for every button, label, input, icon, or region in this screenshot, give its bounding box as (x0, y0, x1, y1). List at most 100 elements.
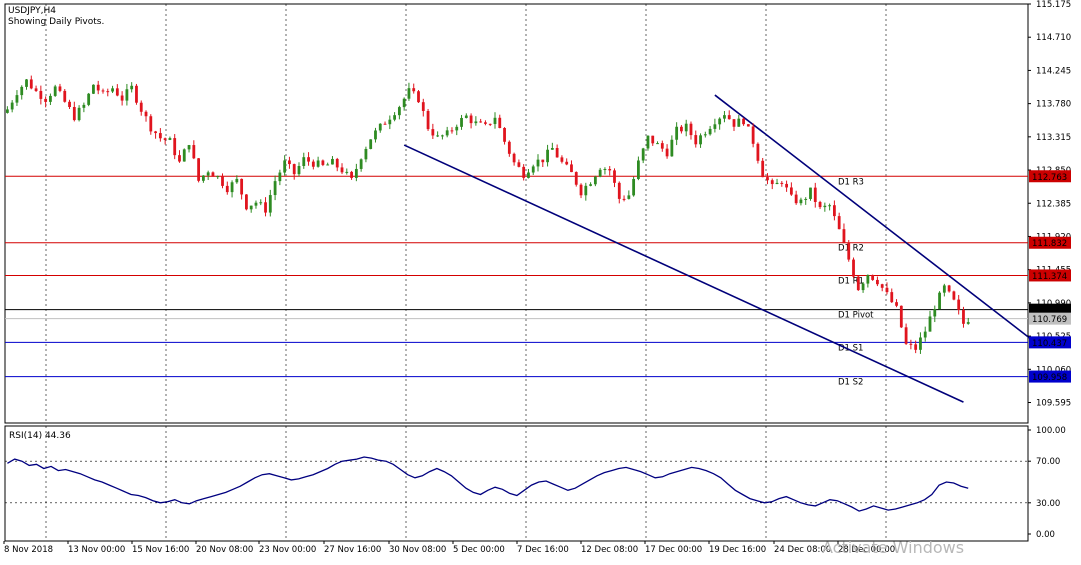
price-tick-label: 113.780 (1036, 100, 1071, 110)
candle-bear (555, 148, 559, 158)
candle-bear (39, 90, 43, 99)
candle-bear (335, 158, 339, 168)
candle-bull (201, 175, 205, 181)
candle-bull (249, 205, 253, 210)
candle-bear (503, 127, 506, 142)
candle-bear (770, 180, 774, 185)
candle-bull (187, 145, 191, 150)
candle-bull (92, 84, 95, 94)
pivot-line-label: D1 R2 (838, 244, 864, 254)
candle-bull (804, 198, 808, 200)
candle-bear (106, 91, 110, 93)
candle-bull (546, 149, 549, 163)
candle-bull (966, 322, 970, 324)
candle-bear (72, 107, 76, 121)
candles (5, 75, 970, 354)
candle-bear (742, 118, 745, 125)
rsi-line (7, 456, 969, 512)
candle-bear (178, 155, 181, 162)
rsi-panel-frame (4, 425, 1029, 542)
candle-bull (670, 139, 674, 157)
time-tick-label: 8 Nov 2018 (4, 545, 53, 555)
candle-bear (780, 182, 784, 184)
candle-bull (49, 95, 52, 102)
candle-bear (321, 160, 325, 165)
candle-bear (29, 79, 33, 89)
candle-bear (484, 122, 487, 124)
candle-bear (63, 90, 67, 102)
pivot-price-label: 110.895 (1032, 306, 1067, 316)
candle-bull (675, 126, 679, 140)
price-tick-label: 112.385 (1036, 199, 1071, 209)
candle-bear (163, 138, 167, 140)
candle-bull (254, 202, 258, 206)
candle-bull (923, 331, 927, 338)
candle-bear (512, 153, 516, 163)
candle-bear (340, 167, 344, 173)
candle-bull (273, 181, 277, 196)
candle-bull (531, 166, 535, 173)
candle-bear (622, 198, 626, 200)
candle-bull (823, 205, 827, 208)
candle-bear (221, 176, 224, 186)
candle-bear (756, 143, 760, 161)
time-tick-label: 5 Dec 00:00 (453, 545, 505, 555)
time-tick-label: 7 Dec 16:00 (517, 545, 569, 555)
candle-bull (933, 309, 937, 317)
candle-bull (125, 89, 129, 101)
time-tick-label: 15 Nov 16:00 (132, 545, 189, 555)
chart-subtitle: Showing Daily Pivots. (8, 17, 104, 27)
candle-bull (235, 178, 239, 183)
candle-bear (135, 85, 138, 103)
candle-bull (77, 107, 81, 121)
candle-bear (479, 121, 483, 123)
candle-bull (550, 148, 554, 150)
candle-bull (938, 292, 941, 310)
candle-bull (5, 109, 9, 113)
candle-bull (388, 119, 392, 125)
candle-bear (154, 131, 157, 134)
candle-bull (407, 88, 411, 99)
candle-bull (216, 176, 220, 178)
candle-bull (182, 149, 186, 162)
candle-bull (593, 176, 597, 185)
candle-bear (417, 91, 420, 103)
candle-bear (761, 160, 765, 178)
candle-bear (426, 110, 430, 130)
candle-bear (421, 102, 425, 111)
candle-bear (149, 116, 153, 132)
candle-bear (383, 123, 387, 125)
candle-bull (455, 126, 459, 131)
candle-bear (579, 184, 583, 196)
candle-bull (493, 117, 497, 125)
price-panel-frame (4, 3, 1029, 424)
candle-bear (115, 88, 119, 96)
price-tick-label: 114.710 (1036, 33, 1071, 43)
candle-bull (646, 135, 650, 149)
time-tick-label: 19 Dec 16:00 (709, 545, 766, 555)
candle-bull (297, 166, 301, 175)
current-price-tag (1029, 312, 1071, 325)
candle-bear (856, 276, 860, 291)
candle-bull (445, 130, 449, 136)
trendline-upper-channel (714, 94, 1031, 340)
candle-bear (660, 143, 664, 149)
pivot-price-label: 112.763 (1032, 173, 1067, 183)
trendlines (403, 94, 1031, 403)
candle-bear (837, 216, 841, 230)
candle-bear (871, 274, 875, 280)
pivot-levels: D1 R3 D1 R2 D1 R1 D1 Pivot D1 S1 D1 S2 (5, 175, 1028, 388)
candle-bull (436, 135, 440, 137)
pivot-line-label: D1 S2 (838, 378, 863, 388)
candle-bull (345, 171, 349, 173)
candle-bull (302, 157, 306, 167)
current-price-label: 110.769 (1032, 315, 1067, 325)
candle-bull (699, 135, 702, 145)
pivot-price-tag (1029, 236, 1071, 249)
time-tick-label: 28 Dec 00:00 (838, 545, 895, 555)
candle-bull (718, 118, 722, 125)
candle-bull (268, 195, 272, 213)
candle-bear (101, 90, 105, 92)
candle-bear (412, 88, 416, 92)
